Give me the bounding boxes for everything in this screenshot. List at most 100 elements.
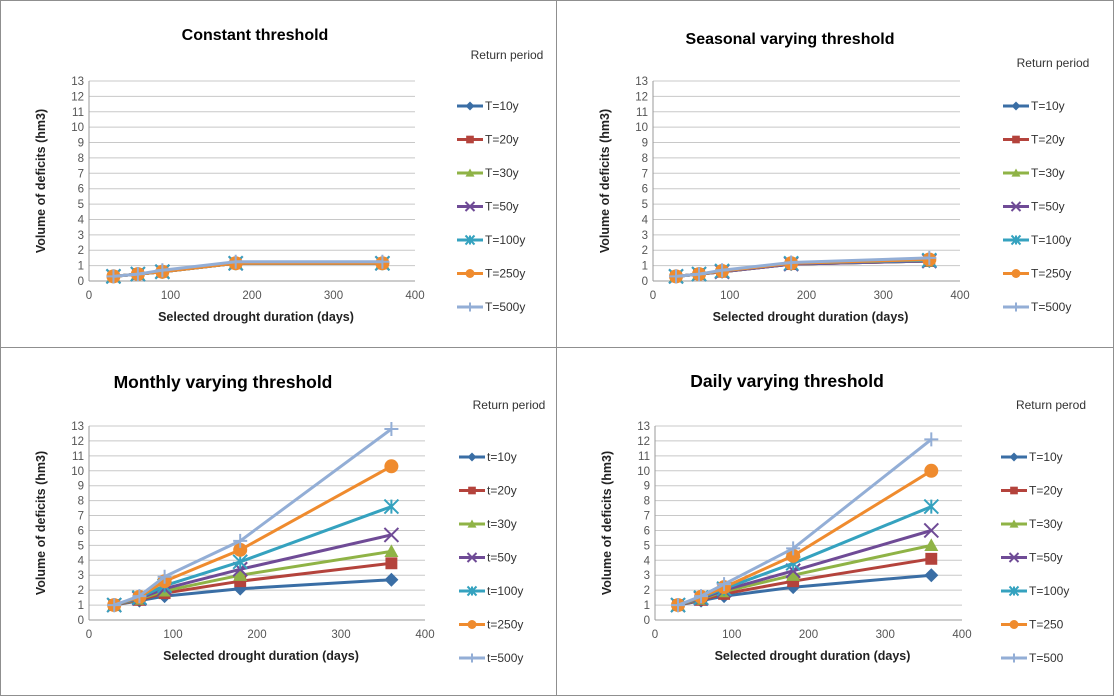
y-tick-label: 9 <box>78 481 84 493</box>
legend-item: T=10y <box>457 99 519 113</box>
legend-title: Return period <box>473 398 546 412</box>
y-tick-label: 10 <box>635 122 648 134</box>
y-tick-label: 4 <box>642 214 649 226</box>
legend-label: T=50y <box>1031 200 1065 214</box>
legend-label: T=30y <box>485 166 519 180</box>
data-point <box>671 598 686 613</box>
x-tick-label: 300 <box>876 629 895 641</box>
legend-item: t=10y <box>459 450 517 464</box>
y-tick-label: 1 <box>642 261 648 273</box>
legend-marker <box>464 201 476 212</box>
y-tick-label: 2 <box>78 245 84 257</box>
series-line <box>677 529 932 607</box>
x-tick-label: 400 <box>952 629 971 641</box>
y-tick-label: 12 <box>71 91 84 103</box>
legend-item: T=20y <box>1001 484 1063 498</box>
y-axis-label: Volume of deficits (hm3) <box>34 451 48 595</box>
x-tick-label: 300 <box>331 629 350 641</box>
legend-label: t=10y <box>487 450 517 464</box>
legend-label: T=250y <box>485 267 525 281</box>
data-point <box>233 568 248 581</box>
legend-label: T=30y <box>1029 517 1063 531</box>
chart-svg: Daily varying threshold01234567891011121… <box>600 371 1086 665</box>
legend-label: T=500y <box>1031 300 1071 314</box>
y-tick-label: 7 <box>78 168 84 180</box>
x-tick-label: 300 <box>324 290 343 302</box>
y-tick-label: 11 <box>636 107 648 119</box>
y-tick-label: 13 <box>71 76 84 88</box>
y-tick-label: 5 <box>644 540 650 552</box>
y-tick-label: 1 <box>78 600 84 612</box>
legend-marker <box>1009 519 1019 528</box>
chart-svg: Seasonal varying threshold01234567891011… <box>598 31 1090 324</box>
data-point <box>130 267 145 282</box>
y-tick-label: 2 <box>78 585 84 597</box>
y-axis-label: Volume of deficits (hm3) <box>600 451 614 595</box>
data-point <box>383 527 400 543</box>
x-tick-label: 100 <box>163 629 182 641</box>
data-point <box>717 577 732 592</box>
x-axis-label: Selected drought duration (days) <box>158 310 354 324</box>
legend-item: T=50y <box>457 200 519 214</box>
y-tick-label: 10 <box>637 466 650 478</box>
data-point <box>385 557 398 570</box>
legend-label: t=20y <box>487 484 517 498</box>
legend-marker <box>1009 620 1019 629</box>
y-tick-label: 1 <box>644 600 650 612</box>
legend-marker <box>1008 552 1020 563</box>
legend-marker <box>1012 135 1020 144</box>
y-tick-label: 12 <box>637 436 650 448</box>
series-t=30y <box>107 544 399 611</box>
legend-marker <box>466 585 478 597</box>
legend-item: T=250y <box>1003 267 1071 281</box>
y-tick-label: 1 <box>78 261 84 273</box>
y-tick-label: 10 <box>71 466 84 478</box>
y-tick-label: 11 <box>638 451 650 463</box>
x-tick-label: 100 <box>720 290 739 302</box>
legend-marker <box>1011 269 1021 278</box>
legend-item: T=30y <box>1003 166 1065 180</box>
y-tick-label: 0 <box>78 615 84 627</box>
chart-panel-monthly: Monthly varying threshold 0 1 2 3 4 5 6 7 8 9 10 11 1… <box>0 348 557 696</box>
chart-title: Monthly varying threshold <box>114 372 333 392</box>
legend-marker <box>467 519 477 528</box>
legend-item: T=500y <box>457 300 525 314</box>
y-tick-label: 10 <box>71 122 84 134</box>
x-tick-label: 0 <box>86 629 92 641</box>
legend-marker <box>465 168 475 177</box>
legend-item: t=20y <box>459 484 517 498</box>
y-tick-label: 7 <box>78 511 84 523</box>
x-tick-label: 400 <box>415 629 434 641</box>
legend-marker <box>466 552 478 563</box>
y-tick-label: 5 <box>78 540 84 552</box>
legend-item: T=50y <box>1001 551 1063 565</box>
x-tick-label: 200 <box>799 629 818 641</box>
data-point <box>669 269 684 284</box>
x-tick-label: 300 <box>874 290 893 302</box>
legend-label: T=10y <box>1031 99 1065 113</box>
y-tick-label: 3 <box>644 570 650 582</box>
data-point <box>786 568 801 581</box>
legend-label: T=500y <box>485 300 525 314</box>
legend-label: t=500y <box>487 651 523 665</box>
legend-label: t=50y <box>487 551 517 565</box>
data-point <box>922 250 937 265</box>
data-point <box>784 255 799 270</box>
x-tick-label: 200 <box>242 290 261 302</box>
series-T=20y <box>672 552 938 612</box>
series-T=500y <box>669 250 937 284</box>
y-tick-label: 6 <box>78 184 84 196</box>
y-tick-label: 2 <box>644 585 650 597</box>
y-tick-label: 0 <box>644 615 650 627</box>
y-tick-label: 9 <box>642 138 648 150</box>
series-t=500y <box>107 421 399 613</box>
y-tick-label: 8 <box>642 153 648 165</box>
data-point <box>384 421 399 436</box>
legend-marker <box>465 302 475 312</box>
legend-item: t=30y <box>459 517 517 531</box>
x-tick-label: 0 <box>652 629 658 641</box>
legend-title: Return period <box>1017 56 1090 70</box>
legend-marker <box>464 234 476 246</box>
y-tick-label: 5 <box>78 199 84 211</box>
y-tick-label: 3 <box>78 570 84 582</box>
